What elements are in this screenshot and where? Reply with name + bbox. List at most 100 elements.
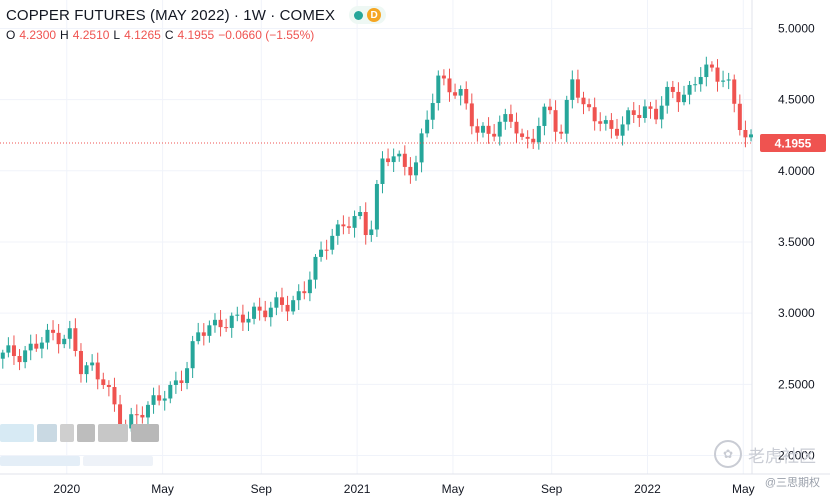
candle-body	[419, 133, 424, 163]
candle-body	[302, 291, 307, 294]
candle-body	[34, 343, 39, 349]
candle-body	[307, 279, 312, 294]
candle-body	[374, 183, 379, 230]
candle-body	[492, 133, 497, 137]
candle-body	[559, 131, 564, 134]
y-tick-label: 5.0000	[778, 21, 815, 35]
candle-body	[330, 235, 335, 250]
candle-body	[525, 136, 530, 139]
watermark-text: 老虎社区	[748, 446, 816, 466]
candle-body	[721, 80, 726, 82]
candle-body	[447, 78, 452, 93]
candle-body	[67, 328, 72, 339]
high-value: 4.2510	[72, 28, 110, 42]
candle-body	[190, 341, 195, 369]
candle-body	[564, 99, 569, 134]
candle-body	[207, 325, 212, 336]
candle-body	[62, 338, 67, 345]
candle-body	[508, 114, 513, 122]
x-tick-label: 2021	[344, 482, 371, 496]
x-tick-label: Sep	[541, 482, 563, 496]
candle-body	[698, 77, 703, 85]
candle-body	[547, 106, 552, 111]
status-badges[interactable]: D	[349, 6, 387, 24]
candle-body	[6, 345, 11, 353]
candle-body	[425, 119, 430, 134]
candle-body	[84, 365, 89, 375]
green-dot-icon	[354, 10, 364, 20]
candle-body	[520, 133, 525, 137]
candle-body	[748, 134, 753, 138]
candle-body	[681, 94, 686, 103]
candle-body	[296, 291, 301, 301]
y-tick-label: 4.0000	[778, 164, 815, 178]
candle-body	[129, 414, 134, 429]
y-tick-label: 3.5000	[778, 235, 815, 249]
candle-body	[279, 297, 284, 305]
candle-body	[620, 124, 625, 136]
candle-body	[118, 404, 123, 425]
candle-body	[179, 380, 184, 384]
candle-body	[536, 125, 541, 143]
watermark: ✿ 老虎社区	[714, 440, 816, 468]
candle-body	[346, 226, 351, 228]
candle-body	[441, 75, 446, 79]
candle-body	[218, 319, 223, 328]
candle-body	[665, 86, 670, 106]
candle-body	[715, 67, 720, 82]
candle-body	[134, 414, 139, 416]
candle-body	[642, 106, 647, 118]
d-badge: D	[367, 8, 382, 22]
close-value: 4.1955	[177, 28, 215, 42]
candle-body	[73, 328, 78, 351]
candle-body	[358, 211, 363, 217]
candle-body	[464, 88, 469, 104]
candle-body	[503, 114, 508, 122]
candle-body	[11, 345, 16, 357]
candle-body	[45, 329, 50, 343]
candle-body	[531, 138, 536, 143]
candle-body	[453, 92, 458, 96]
candle-body	[23, 350, 28, 363]
candle-body	[676, 91, 681, 103]
candle-body	[553, 110, 558, 132]
candle-body	[252, 306, 257, 319]
candle-body	[709, 64, 714, 68]
candle-body	[51, 329, 56, 333]
candle-body	[469, 103, 474, 127]
candle-body	[17, 356, 22, 363]
last-price-label: 4.1955	[775, 136, 812, 150]
candle-body	[162, 398, 167, 401]
low-value: 4.1265	[124, 28, 161, 42]
candle-body	[598, 121, 603, 124]
candle-body	[268, 307, 273, 318]
candle-body	[95, 362, 100, 380]
candle-body	[626, 110, 631, 125]
candle-body	[687, 84, 692, 95]
y-tick-label: 3.0000	[778, 306, 815, 320]
candle-body	[229, 315, 234, 328]
x-tick-label: May	[442, 482, 465, 496]
candle-body	[497, 121, 502, 137]
chart-title: COPPER FUTURES (MAY 2022) · 1W · COMEX	[6, 6, 336, 24]
blurred-region	[0, 424, 164, 468]
candle-body	[140, 414, 145, 418]
candle-body	[704, 64, 709, 78]
candle-body	[224, 327, 229, 329]
footer-note: @三思期权	[764, 477, 820, 489]
candle-body	[335, 224, 340, 236]
candle-body	[274, 297, 279, 308]
x-tick-label: 2020	[53, 482, 80, 496]
candle-body	[291, 300, 296, 312]
candle-body	[39, 342, 44, 349]
candle-body	[173, 380, 178, 385]
candle-body	[609, 120, 614, 129]
candle-body	[732, 79, 737, 104]
candle-body	[341, 224, 346, 227]
paw-icon: ✿	[714, 440, 742, 468]
candle-body	[285, 304, 290, 312]
candle-body	[570, 79, 575, 100]
y-tick-label: 2.5000	[778, 377, 815, 391]
candle-body	[240, 314, 245, 323]
